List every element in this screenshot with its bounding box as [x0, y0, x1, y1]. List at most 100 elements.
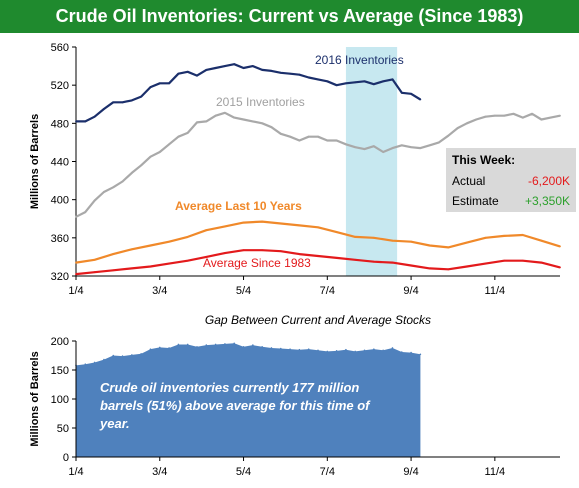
gap-callout: Crude oil inventories currently 177 mill… [99, 380, 371, 431]
gap-data-point [158, 346, 161, 349]
series-line-avg1983 [75, 249, 561, 276]
gap-data-point [345, 348, 347, 351]
data-point-avg1983 [75, 273, 77, 275]
data-point-inv2016 [391, 78, 394, 81]
data-point-inv2016 [279, 71, 282, 74]
gap-data-point [400, 351, 403, 353]
data-point-inv2016 [112, 101, 115, 104]
data-point-inv2015 [400, 144, 403, 147]
gap-data-point [419, 353, 422, 356]
data-point-inv2015 [289, 135, 291, 138]
data-point-avg1983 [559, 266, 561, 269]
data-point-avg1983 [298, 253, 301, 255]
series-inv2016 [75, 63, 422, 123]
series-avg10 [75, 220, 561, 264]
gap-chart-title: Gap Between Current and Average Stocks [205, 313, 431, 327]
data-point-inv2016 [410, 92, 412, 95]
data-point-avg10 [540, 239, 543, 242]
y-tick-label: 440 [51, 157, 69, 169]
data-point-inv2016 [382, 80, 385, 83]
gap-x-tick-label: 7/4 [320, 466, 335, 478]
gap-data-point [84, 363, 87, 366]
gap-x-tick-label: 3/4 [152, 466, 167, 478]
data-point-avg10 [279, 222, 282, 225]
data-point-inv2015 [540, 118, 543, 121]
data-point-avg10 [484, 236, 487, 239]
gap-data-point [410, 351, 412, 354]
data-point-inv2015 [279, 132, 282, 135]
data-point-inv2016 [298, 73, 301, 76]
data-point-avg1983 [242, 249, 245, 252]
data-point-inv2016 [400, 91, 403, 94]
gap-data-point [112, 354, 115, 357]
data-point-inv2015 [112, 186, 115, 189]
data-point-avg10 [149, 244, 152, 247]
this-week-header: This Week: [452, 153, 515, 167]
data-point-inv2015 [503, 114, 506, 117]
data-point-inv2015 [326, 139, 329, 142]
data-point-avg10 [410, 240, 412, 243]
data-point-inv2016 [103, 108, 105, 110]
data-point-inv2015 [168, 143, 170, 146]
data-point-inv2016 [289, 72, 291, 75]
y-tick-label: 400 [51, 195, 69, 207]
data-point-inv2015 [214, 114, 217, 117]
gap-data-point [131, 354, 133, 356]
gap-data-point [270, 347, 273, 349]
x-tick-label: 7/4 [320, 285, 335, 297]
data-point-inv2015 [177, 135, 180, 138]
gap-data-point [252, 344, 254, 346]
data-point-avg10 [466, 241, 468, 244]
gap-data-point [186, 343, 189, 346]
data-point-inv2016 [345, 82, 347, 85]
gap-data-point [289, 348, 291, 350]
data-point-inv2015 [391, 147, 394, 150]
x-tick-label: 1/4 [68, 285, 83, 297]
gap-x-tick-label: 11/4 [485, 466, 506, 478]
data-point-avg1983 [93, 271, 96, 274]
gap-area [76, 343, 421, 457]
data-point-inv2015 [186, 131, 189, 134]
gap-data-point [326, 350, 329, 353]
data-point-avg10 [354, 235, 357, 238]
data-point-inv2016 [130, 99, 133, 102]
data-point-inv2015 [531, 112, 533, 115]
data-point-avg10 [242, 221, 245, 224]
this-week-box: This Week: Actual -6,200K Estimate +3,350K [446, 148, 576, 212]
x-tick-label: 11/4 [485, 285, 506, 297]
data-point-avg1983 [540, 261, 543, 264]
data-point-inv2015 [205, 120, 208, 123]
data-point-inv2015 [372, 145, 375, 148]
data-point-inv2016 [75, 120, 77, 123]
data-point-avg1983 [503, 259, 506, 262]
data-point-avg1983 [205, 256, 208, 258]
gap-data-point [168, 347, 170, 349]
annotation-avg1983: Average Since 1983 [203, 256, 311, 270]
x-tick-label: 9/4 [403, 285, 418, 297]
data-point-avg1983 [372, 260, 375, 263]
data-point-inv2016 [363, 80, 366, 83]
data-point-inv2016 [186, 70, 189, 73]
data-point-avg1983 [168, 262, 170, 265]
data-point-avg1983 [335, 256, 338, 259]
data-point-inv2016 [149, 86, 152, 88]
gap-callout-line: barrels (51%) above average for this tim… [100, 398, 371, 413]
data-point-inv2015 [140, 164, 143, 167]
data-point-inv2015 [428, 144, 431, 147]
gap-data-point [140, 352, 142, 355]
data-point-inv2015 [521, 116, 524, 119]
data-point-inv2015 [438, 141, 440, 144]
data-point-inv2015 [242, 118, 245, 121]
data-point-avg10 [428, 244, 431, 247]
gap-callout-line: year. [99, 416, 130, 431]
gap-data-point [391, 347, 394, 349]
data-point-inv2015 [354, 146, 357, 149]
data-point-inv2015 [363, 148, 366, 150]
data-point-avg1983 [261, 249, 264, 252]
this-week-value: +3,350K [525, 194, 570, 208]
data-point-inv2015 [475, 118, 478, 121]
gap-y-tick-label: 50 [57, 423, 69, 435]
y-tick-label: 480 [51, 118, 69, 130]
data-point-inv2015 [298, 139, 301, 142]
